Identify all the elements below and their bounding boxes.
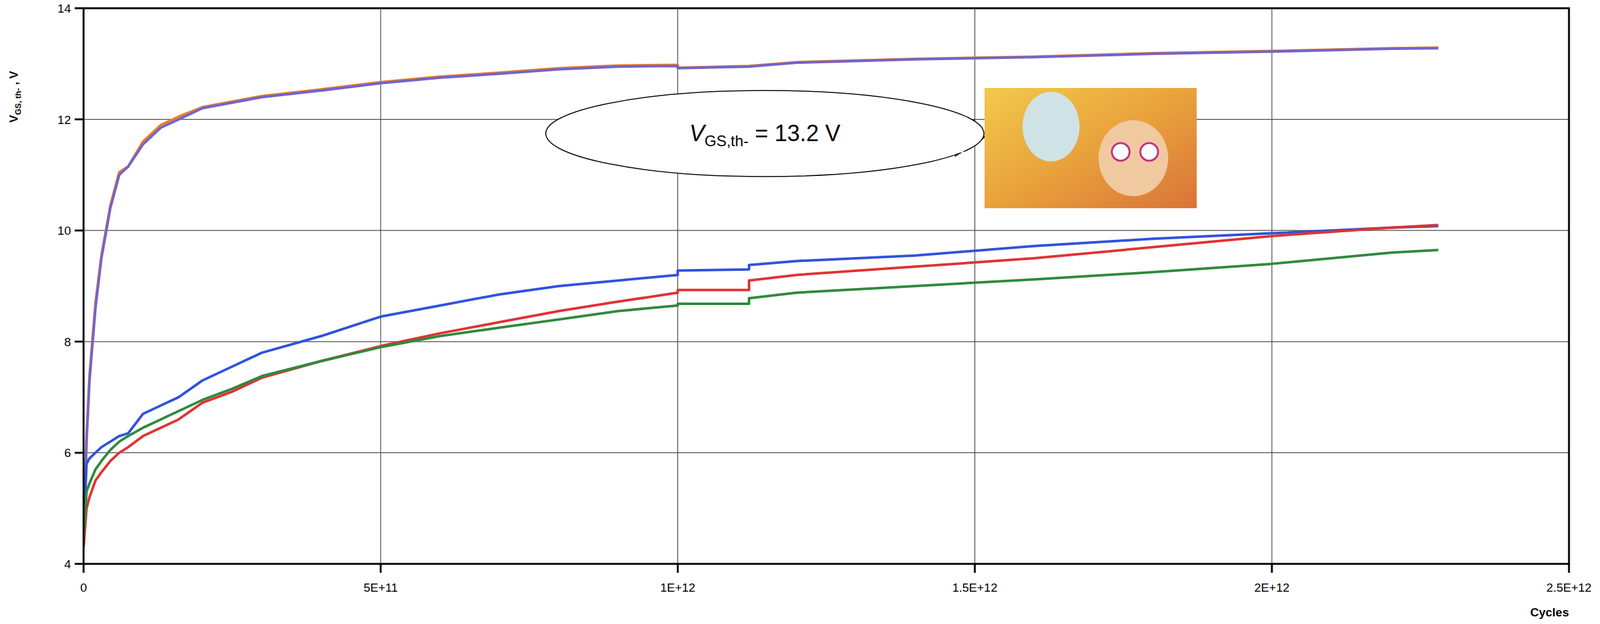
y-tick — [74, 7, 84, 10]
x-grid-line — [677, 8, 679, 565]
chart: 4 6 8 10 12 14 0 5E+11 1E+12 1.5E+12 2E+12 2.5E+12 V… — [0, 0, 1600, 624]
series-line — [83, 47, 1439, 548]
x-grid-line — [1271, 8, 1273, 565]
series-line — [83, 250, 1439, 537]
x-tick-label: 2E+12 — [1254, 581, 1290, 595]
x-tick-label: 1E+12 — [660, 581, 696, 595]
annotation-part: = 13.2 V — [748, 120, 841, 147]
annotation: VGS,th- = 13.2 V — [545, 88, 1197, 209]
y-tick-label: 10 — [57, 224, 71, 238]
y-tick — [74, 118, 84, 121]
series-line — [83, 226, 1439, 537]
x-grid-line — [380, 8, 382, 565]
picture — [984, 88, 1197, 209]
picture-figure — [1022, 91, 1080, 162]
y-tick — [74, 452, 84, 454]
annotation-part: GS,th- — [704, 132, 749, 150]
annotation-text: VGS,th- = 13.2 V — [689, 120, 841, 150]
y-tick-label: 4 — [63, 557, 71, 572]
y-tick-label: 8 — [63, 335, 71, 349]
picture-eye — [1140, 143, 1159, 161]
x-tick-label: 2.5E+12 — [1546, 581, 1592, 595]
y-tick — [74, 563, 84, 566]
plot-frame — [83, 8, 1569, 565]
annotation-part: V — [689, 120, 707, 147]
y-grid-line — [83, 452, 1569, 454]
x-axis-title: Cycles — [1530, 605, 1569, 620]
x-tick — [1270, 564, 1273, 574]
axes: 4 6 8 10 12 14 0 5E+11 1E+12 1.5E+12 2E+12 2.5E+12 — [57, 1, 1592, 595]
y-axis-title-part: , V — [7, 70, 21, 89]
series-line — [83, 48, 1439, 548]
y-tick-label: 6 — [63, 446, 71, 460]
y-axis-title-part: V — [7, 115, 21, 123]
x-tick — [973, 564, 976, 574]
picture-eye — [1111, 143, 1130, 161]
callout-join — [961, 122, 967, 153]
x-tick-label: 1.5E+12 — [952, 581, 998, 595]
x-tick-label: 5E+11 — [363, 581, 398, 595]
grid — [83, 8, 1569, 565]
series-line — [83, 224, 1439, 548]
y-tick — [74, 229, 84, 232]
x-tick — [1568, 564, 1571, 574]
x-tick — [82, 564, 85, 574]
y-tick — [74, 340, 84, 343]
y-axis-title: VGS, th- , V — [7, 70, 23, 123]
picture-figure — [1098, 120, 1169, 197]
x-grid-line — [974, 8, 976, 565]
y-axis-title-part: GS, th- — [13, 88, 23, 116]
x-tick — [379, 564, 382, 574]
callout-ellipse — [545, 90, 984, 177]
series-group — [83, 47, 1439, 548]
y-tick-label: 14 — [57, 1, 72, 16]
x-tick — [676, 564, 679, 574]
y-tick-label: 12 — [57, 113, 71, 127]
x-tick-label: 0 — [80, 581, 88, 595]
